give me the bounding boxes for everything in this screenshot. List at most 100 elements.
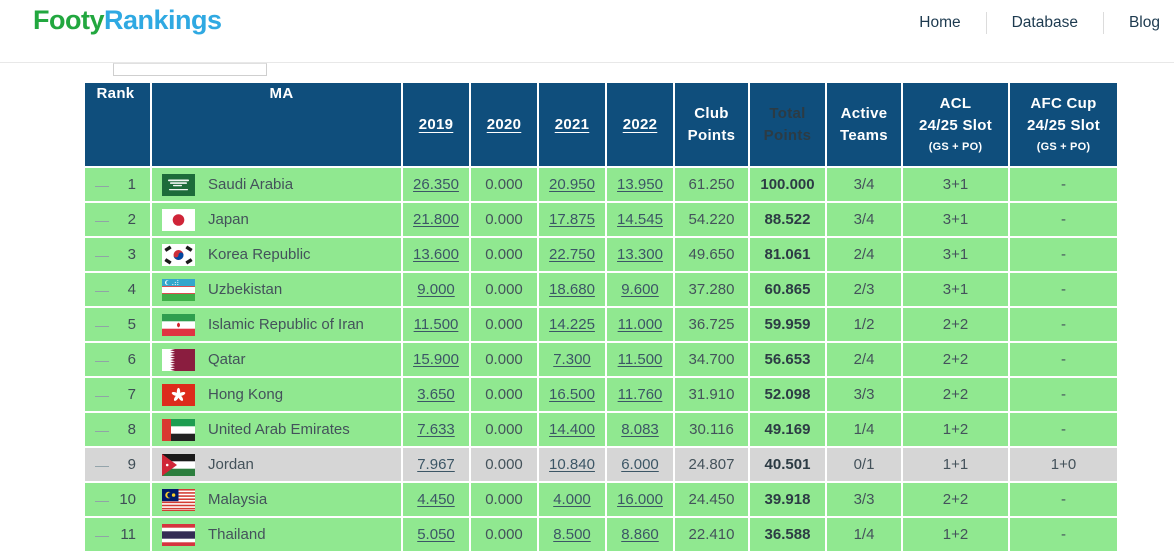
y2019-value-link[interactable]: 11.500 — [413, 316, 459, 333]
site-logo[interactable]: FootyRankings — [33, 6, 222, 34]
club-points-cell: 37.280 — [675, 273, 750, 306]
y2021-value-link[interactable]: 4.000 — [553, 491, 591, 508]
ma-cell: Islamic Republic of Iran — [152, 308, 403, 341]
y2022-value-link[interactable]: 11.500 — [617, 351, 663, 368]
club-points-cell: 49.650 — [675, 238, 750, 271]
club-points-cell: 31.910 — [675, 378, 750, 411]
acl-slot-value: 3+1 — [942, 281, 969, 298]
header-active-teams: Active Teams — [827, 83, 903, 166]
y2019-cell: 3.650 — [403, 378, 471, 411]
club-points-cell: 22.410 — [675, 518, 750, 551]
total-points-value: 59.959 — [764, 316, 811, 333]
y2020-value: 0.000 — [485, 246, 523, 263]
rank-cell: —2 — [85, 203, 152, 236]
y2019-value-link[interactable]: 9.000 — [417, 281, 455, 298]
japan-flag-icon — [162, 208, 195, 231]
y2019-value-link[interactable]: 7.967 — [417, 456, 455, 473]
y2022-cell: 8.860 — [607, 518, 675, 551]
rank-cell: —3 — [85, 238, 152, 271]
filter-dropdown-partial[interactable] — [113, 63, 267, 76]
nav-link-home[interactable]: Home — [919, 14, 961, 31]
club-points-cell: 24.807 — [675, 448, 750, 481]
y2022-cell: 14.545 — [607, 203, 675, 236]
y2021-value-link[interactable]: 8.500 — [553, 526, 591, 543]
y2021-value-link[interactable]: 16.500 — [549, 386, 595, 403]
y2022-value-link[interactable]: 13.950 — [617, 176, 663, 193]
y2020-cell: 0.000 — [471, 308, 539, 341]
y2022-cell: 13.950 — [607, 168, 675, 201]
nav-link-database[interactable]: Database — [1011, 14, 1078, 31]
total-points-cell: 100.000 — [750, 168, 827, 201]
y2021-value-link[interactable]: 17.875 — [549, 211, 595, 228]
active-teams-cell: 2/4 — [827, 343, 903, 376]
y2021-value-link[interactable]: 10.840 — [549, 456, 595, 473]
y2022-value-link[interactable]: 13.300 — [617, 246, 663, 263]
header-rank: Rank — [85, 83, 152, 166]
y2019-cell: 7.967 — [403, 448, 471, 481]
y2019-value-link[interactable]: 7.633 — [417, 421, 455, 438]
afc-cup-slot-cell: - — [1010, 238, 1117, 271]
total-points-cell: 59.959 — [750, 308, 827, 341]
sort-2021-link[interactable]: 2021 — [554, 115, 590, 133]
y2022-value-link[interactable]: 16.000 — [617, 491, 663, 508]
y2021-value-link[interactable]: 7.300 — [553, 351, 591, 368]
y2021-value-link[interactable]: 14.225 — [549, 316, 595, 333]
y2019-cell: 21.800 — [403, 203, 471, 236]
y2022-value-link[interactable]: 11.760 — [617, 386, 663, 403]
rank-cell: — 11 — [85, 518, 152, 551]
qatar-flag-icon — [162, 348, 195, 371]
jordan-flag-icon — [162, 453, 195, 476]
acl-slot-cell: 2+2 — [903, 378, 1010, 411]
y2019-value-link[interactable]: 15.900 — [413, 351, 459, 368]
y2019-value-link[interactable]: 26.350 — [413, 176, 459, 193]
club-points-value: 31.910 — [688, 386, 735, 403]
y2019-value-link[interactable]: 21.800 — [413, 211, 459, 228]
acl-slot-cell: 3+1 — [903, 273, 1010, 306]
y2021-value-link[interactable]: 14.400 — [549, 421, 595, 438]
ma-cell: Japan — [152, 203, 403, 236]
main-nav: Home Database Blog — [919, 6, 1160, 34]
y2021-value-link[interactable]: 18.680 — [549, 281, 595, 298]
y2021-cell: 18.680 — [539, 273, 607, 306]
y2021-value-link[interactable]: 22.750 — [549, 246, 595, 263]
rank-number: 7 — [127, 386, 136, 403]
active-teams-cell: 3/4 — [827, 168, 903, 201]
y2022-value-link[interactable]: 8.860 — [621, 526, 659, 543]
country-name: Saudi Arabia — [208, 176, 294, 193]
afc-cup-slot-cell: - — [1010, 518, 1117, 551]
total-points-value: 88.522 — [764, 211, 811, 228]
rank-number: 1 — [127, 176, 136, 193]
acl-slot-value: 2+2 — [942, 386, 969, 403]
acl-slot-cell: 2+2 — [903, 343, 1010, 376]
y2022-value-link[interactable]: 11.000 — [617, 316, 663, 333]
y2021-value-link[interactable]: 20.950 — [549, 176, 595, 193]
y2022-value-link[interactable]: 9.600 — [621, 281, 659, 298]
y2022-cell: 8.083 — [607, 413, 675, 446]
rank-number: 4 — [127, 281, 136, 298]
y2020-cell: 0.000 — [471, 168, 539, 201]
sort-2022-link[interactable]: 2022 — [622, 115, 658, 133]
table-row: —4 Uzbekistan 9.000 0.000 18.680 9.600 37.280 6… — [85, 273, 1117, 308]
y2022-value-link[interactable]: 8.083 — [621, 421, 659, 438]
y2022-cell: 11.760 — [607, 378, 675, 411]
rank-number: 11 — [120, 526, 136, 543]
sort-2020-link[interactable]: 2020 — [486, 115, 522, 133]
y2021-cell: 16.500 — [539, 378, 607, 411]
nav-link-blog[interactable]: Blog — [1128, 14, 1160, 31]
table-row: —1 Saudi Arabia 26.350 0.000 20.950 13.950 61.… — [85, 168, 1117, 203]
y2022-value-link[interactable]: 6.000 — [621, 456, 659, 473]
total-points-cell: 39.918 — [750, 483, 827, 516]
y2019-value-link[interactable]: 5.050 — [417, 526, 455, 543]
sort-2019-link[interactable]: 2019 — [418, 115, 454, 133]
y2021-cell: 20.950 — [539, 168, 607, 201]
y2019-cell: 5.050 — [403, 518, 471, 551]
y2019-value-link[interactable]: 4.450 — [417, 491, 455, 508]
rank-movement-icon: — — [95, 211, 109, 228]
afc-cup-slot-value: - — [1061, 491, 1066, 508]
acl-slot-value: 1+1 — [942, 456, 969, 473]
y2019-value-link[interactable]: 13.600 — [413, 246, 459, 263]
header-ma: MA — [152, 83, 403, 166]
y2022-value-link[interactable]: 14.545 — [617, 211, 663, 228]
active-teams-cell: 1/2 — [827, 308, 903, 341]
y2019-value-link[interactable]: 3.650 — [417, 386, 455, 403]
